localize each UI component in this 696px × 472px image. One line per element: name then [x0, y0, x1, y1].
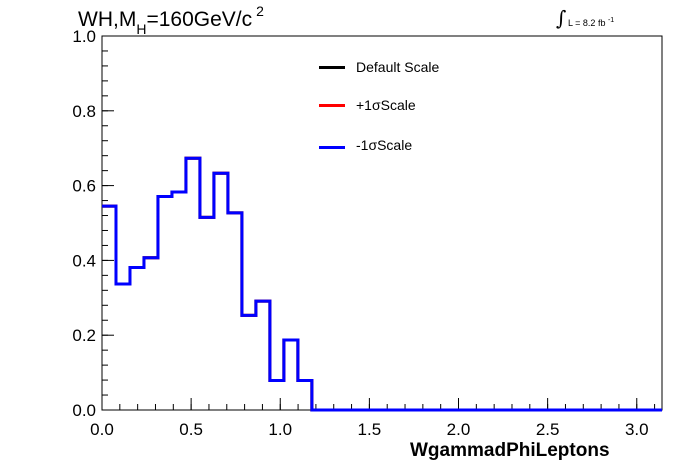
y-tick-label: 0.2	[72, 326, 96, 345]
title-prefix: WH,M	[78, 8, 137, 31]
plot-frame	[101, 35, 663, 411]
y-tick-label: 1.0	[72, 27, 96, 46]
title-subscript: H	[136, 21, 147, 37]
x-tick-label: 1.0	[268, 420, 292, 439]
series-line-0	[102, 156, 662, 412]
legend-line-plus	[319, 104, 345, 107]
legend-label-minus: -1σScale	[356, 137, 413, 153]
legend-label-default: Default Scale	[356, 59, 440, 75]
series-layer	[102, 156, 662, 412]
luminosity-label: ∫ L = 8.2 fb -1	[556, 6, 614, 30]
series-line-2	[102, 156, 662, 412]
y-tick-label: 0.6	[72, 177, 96, 196]
x-axis-label: WgammadPhiLeptons	[410, 440, 610, 461]
legend-line-minus	[319, 146, 345, 149]
x-tick-label: 1.5	[358, 420, 382, 439]
y-tick-label: 0.4	[72, 251, 96, 270]
title-suffix: =160GeV/c	[146, 8, 253, 31]
integral-symbol: ∫	[556, 6, 567, 30]
legend-label-plus: +1σScale	[356, 97, 416, 113]
x-tick-label: 3.0	[625, 420, 649, 439]
y-tick-label: 0.0	[72, 401, 96, 420]
chart-title: WH,MH=160GeV/c 2	[78, 3, 264, 37]
x-tick-label: 0.5	[179, 420, 203, 439]
series-line-1	[102, 156, 662, 412]
x-tick-label: 2.5	[536, 420, 560, 439]
lumi-superscript: -1	[607, 17, 615, 24]
lumi-text: L = 8.2 fb	[568, 18, 606, 28]
y-tick-label: 0.8	[72, 102, 96, 121]
axis-ticks: 0.0 0.2 0.4 0.6 0.8 1.0 0.0 0.5 1.0 1.5 2.0 2.5 3.0	[72, 27, 656, 439]
x-tick-label: 2.0	[447, 420, 471, 439]
title-superscript: 2	[256, 3, 264, 19]
legend-line-default	[319, 66, 345, 69]
x-tick-label: 0.0	[90, 420, 114, 439]
